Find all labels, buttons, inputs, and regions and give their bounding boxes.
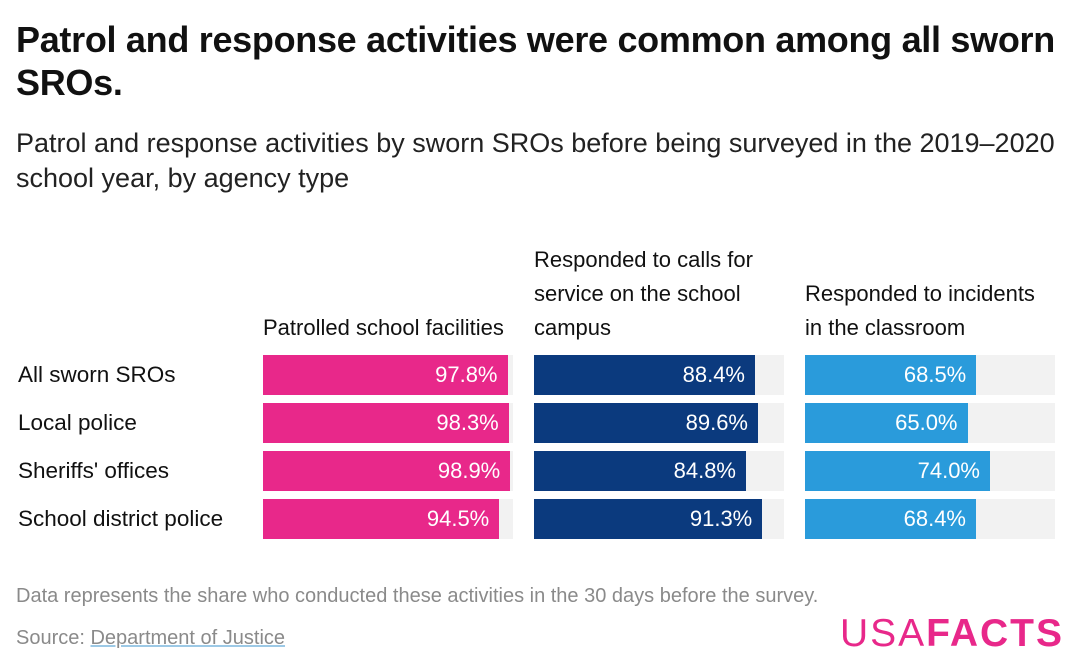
bar-value-label: 98.3% <box>436 410 499 435</box>
chart-subtitle: Patrol and response activities by sworn … <box>16 128 1055 193</box>
bar-value-label: 74.0% <box>917 458 980 483</box>
footnote: Data represents the share who conducted … <box>16 585 819 607</box>
bar <box>534 355 755 395</box>
bar-track: 88.4% <box>534 355 784 395</box>
chart-title: Patrol and response activities were comm… <box>16 19 1055 103</box>
bar-track: 74.0% <box>805 451 1055 491</box>
bar <box>805 355 977 395</box>
bar-value-label: 68.5% <box>903 362 967 387</box>
bar <box>805 499 976 539</box>
bar-track: 68.4% <box>805 499 1055 539</box>
bar-track: 84.8% <box>534 451 784 491</box>
bar-value-label: 91.3% <box>689 506 753 531</box>
bar <box>263 451 511 491</box>
bar-value-label: 68.4% <box>903 506 966 531</box>
bar-track: 98.3% <box>263 403 513 443</box>
bar <box>805 451 990 491</box>
bar <box>263 499 500 539</box>
bar-value-label: 89.6% <box>685 410 748 435</box>
bar-track: 91.3% <box>534 499 784 539</box>
row-label: School district police <box>18 506 224 531</box>
bar <box>263 355 508 395</box>
bar-track: 89.6% <box>534 403 784 443</box>
series-header: Responded to incidents in the classroom <box>805 281 1035 340</box>
bar <box>534 499 763 539</box>
row-label: All sworn SROs <box>18 362 176 387</box>
bar-value-label: 98.9% <box>437 458 501 483</box>
bar-value-label: 84.8% <box>673 458 736 483</box>
bar-value-label: 97.8% <box>435 362 498 387</box>
bar <box>534 451 746 491</box>
bar-value-label: 65.0% <box>895 410 958 435</box>
source-prefix: Source: <box>16 627 91 649</box>
bar <box>263 403 509 443</box>
logo-usa: USA <box>839 612 927 655</box>
bar-track: 97.8% <box>263 355 513 395</box>
row-label: Sheriffs' offices <box>18 458 170 483</box>
bar-track: 98.9% <box>263 451 513 491</box>
series-header: Patrolled school facilities <box>263 315 504 340</box>
bar-track: 94.5% <box>263 499 513 539</box>
bar <box>534 403 758 443</box>
source-link[interactable]: Department of Justice <box>90 627 286 649</box>
source-line: Source: Department of Justice <box>16 624 285 652</box>
bar-value-label: 94.5% <box>426 506 490 531</box>
bar <box>805 403 968 443</box>
bar-track: 65.0% <box>805 403 1055 443</box>
bar-value-label: 88.4% <box>682 362 745 387</box>
usafacts-logo: USAFACTS <box>840 612 1064 656</box>
logo-facts: FACTS <box>926 612 1064 655</box>
row-label: Local police <box>18 410 137 435</box>
series-header: Responded to calls for service on the sc… <box>534 247 753 340</box>
bar-track: 68.5% <box>805 355 1055 395</box>
